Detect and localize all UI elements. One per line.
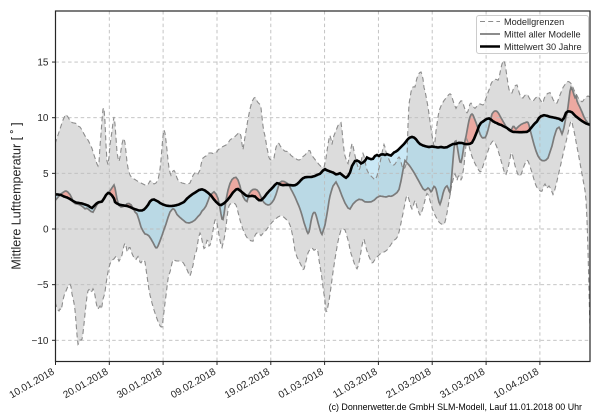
svg-text:−5: −5 (37, 280, 49, 291)
svg-text:Mittlere Lufttemperatur [ ˚ ]: Mittlere Lufttemperatur [ ˚ ] (10, 122, 24, 269)
svg-text:Modellgrenzen: Modellgrenzen (504, 17, 564, 27)
svg-text:(c) Donnerwetter.de GmbH SLM-M: (c) Donnerwetter.de GmbH SLM-Modell, Lau… (329, 402, 582, 412)
svg-text:10: 10 (37, 113, 49, 124)
svg-text:Mittel aller Modelle: Mittel aller Modelle (504, 30, 581, 40)
svg-text:5: 5 (43, 169, 49, 180)
svg-text:15: 15 (37, 58, 49, 69)
svg-text:−10: −10 (32, 336, 49, 347)
svg-text:Mittelwert 30 Jahre: Mittelwert 30 Jahre (504, 42, 582, 52)
svg-text:0: 0 (43, 225, 49, 236)
